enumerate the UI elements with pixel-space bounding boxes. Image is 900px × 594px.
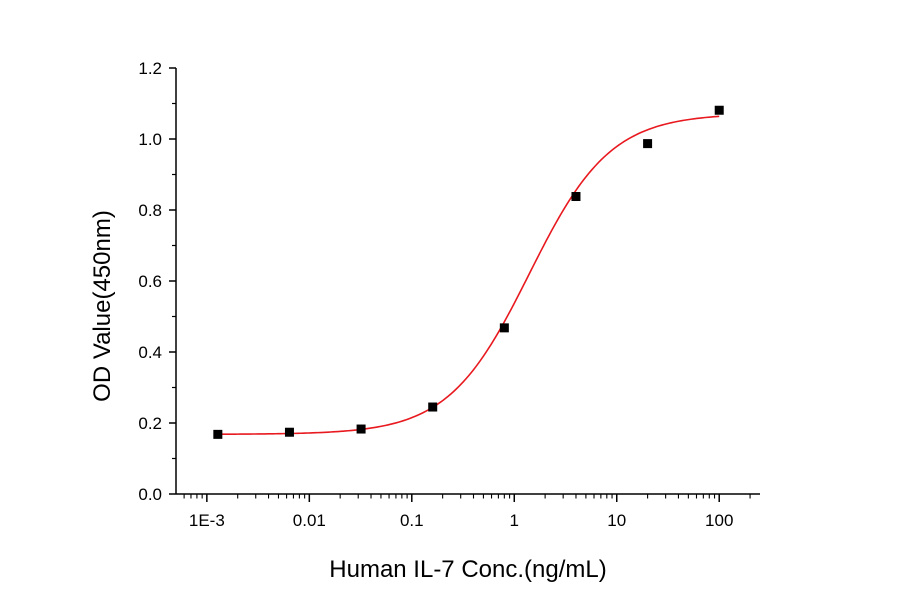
y-tick-label: 0.8	[138, 201, 162, 220]
plot-marks	[213, 105, 724, 439]
y-tick-label: 0.4	[138, 343, 162, 362]
y-axis-title: OD Value(450nm)	[89, 210, 116, 402]
y-tick-label: 0.6	[138, 272, 162, 291]
data-point	[571, 192, 581, 202]
y-tick-label: 0.2	[138, 414, 162, 433]
y-tick-label: 1.0	[138, 130, 162, 149]
data-point	[284, 427, 294, 437]
x-tick-label: 100	[705, 511, 733, 530]
data-point	[428, 402, 438, 412]
data-point	[643, 139, 653, 149]
x-tick-label: 0.01	[293, 511, 326, 530]
x-tick-label: 10	[607, 511, 626, 530]
x-tick-label: 0.1	[400, 511, 424, 530]
y-tick-label: 1.2	[138, 59, 162, 78]
data-point	[356, 424, 366, 434]
y-tick-label: 0.0	[138, 485, 162, 504]
fit-curve	[217, 115, 720, 436]
data-point	[714, 105, 724, 115]
axes: 0.0 0.2 0.4 0.6 0.8 1.0 1.2 1E-3 0.01 0.1 1 10 100	[138, 59, 760, 530]
x-tick-label: 1E-3	[189, 511, 225, 530]
data-point	[499, 323, 509, 333]
x-axis-title: Human IL-7 Conc.(ng/mL)	[329, 556, 606, 583]
x-tick-label: 1	[510, 511, 519, 530]
data-point	[213, 429, 223, 439]
